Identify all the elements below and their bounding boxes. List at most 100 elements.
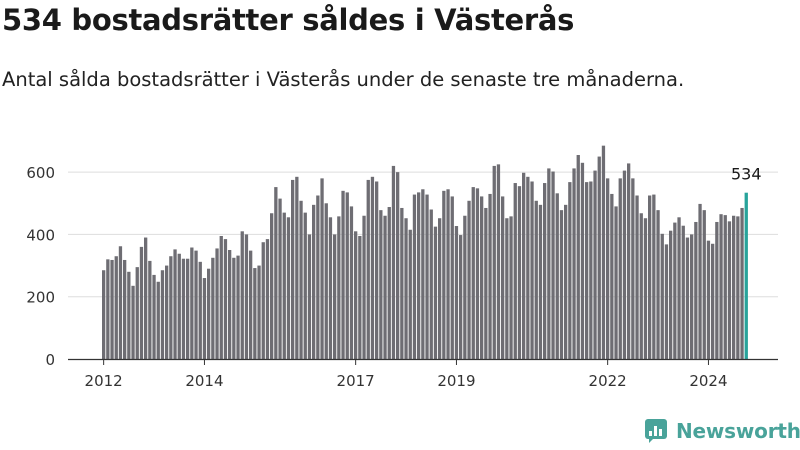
bar xyxy=(740,207,744,359)
bar xyxy=(719,214,723,359)
bar xyxy=(517,186,522,359)
bar xyxy=(274,187,278,359)
bar xyxy=(404,218,408,359)
bar xyxy=(475,188,480,359)
bar xyxy=(484,207,488,359)
bar xyxy=(601,145,606,359)
chart-subtitle: Antal sålda bostadsrätter i Västerås und… xyxy=(2,68,685,91)
bar xyxy=(370,176,375,359)
bar xyxy=(559,210,564,359)
bar xyxy=(660,233,664,359)
bar xyxy=(366,179,370,359)
bar xyxy=(249,250,253,359)
bar xyxy=(555,193,559,359)
bar xyxy=(282,212,286,359)
bar xyxy=(181,258,186,359)
bar xyxy=(412,194,417,359)
bar xyxy=(673,222,677,359)
bar xyxy=(610,193,614,359)
bar xyxy=(681,225,685,359)
bar xyxy=(417,192,421,359)
bar xyxy=(156,281,160,359)
bar xyxy=(198,261,202,359)
bar xyxy=(669,230,673,359)
bar xyxy=(383,215,387,359)
bar xyxy=(110,259,114,359)
y-tick-label: 400 xyxy=(26,226,55,244)
bar xyxy=(215,248,219,359)
bar xyxy=(278,198,282,359)
bar xyxy=(618,178,622,359)
bar xyxy=(253,268,257,359)
bar xyxy=(421,189,425,359)
bar xyxy=(694,221,698,359)
bar xyxy=(152,274,156,359)
bar xyxy=(337,216,341,359)
chart-title: 534 bostadsrätter såldes i Västerås xyxy=(2,3,575,37)
bar xyxy=(240,231,244,359)
bar xyxy=(513,183,517,359)
newsworthy-logo: Newsworthy xyxy=(644,418,800,444)
bar xyxy=(702,210,706,359)
bar xyxy=(131,285,135,359)
bar xyxy=(375,181,379,359)
bar xyxy=(160,270,165,359)
bar xyxy=(295,176,299,359)
bar xyxy=(228,250,232,359)
bar xyxy=(606,178,610,359)
bar xyxy=(425,194,429,359)
bar xyxy=(362,215,366,359)
bar xyxy=(396,172,400,359)
bar xyxy=(446,189,450,359)
bar xyxy=(232,257,236,359)
bar xyxy=(379,210,383,359)
bar xyxy=(429,209,433,359)
bar xyxy=(585,182,589,359)
bar xyxy=(690,234,694,359)
bar xyxy=(492,165,496,359)
bar xyxy=(177,253,181,359)
bar xyxy=(652,194,656,359)
bar xyxy=(677,217,681,359)
bar xyxy=(324,203,328,359)
bar xyxy=(526,176,530,359)
bar xyxy=(467,200,471,359)
bar xyxy=(509,216,513,359)
bar xyxy=(648,195,652,359)
bar xyxy=(580,162,585,359)
bar xyxy=(139,246,144,359)
bar xyxy=(471,187,475,359)
bar xyxy=(127,271,131,359)
bar xyxy=(454,226,459,359)
bar xyxy=(597,156,601,359)
bar xyxy=(614,206,618,359)
bar xyxy=(643,218,648,359)
bar xyxy=(505,218,509,359)
bar xyxy=(261,242,265,359)
bar xyxy=(433,226,438,359)
x-tick-label: 2019 xyxy=(437,372,475,390)
bar xyxy=(522,172,526,359)
bar xyxy=(631,178,635,359)
bar xyxy=(387,207,391,359)
bar xyxy=(501,196,505,359)
bar xyxy=(123,259,127,359)
bar xyxy=(727,221,732,359)
bar xyxy=(194,250,198,359)
bar xyxy=(685,237,690,359)
bar xyxy=(265,239,270,359)
bar xyxy=(223,239,228,359)
bar xyxy=(736,216,740,359)
bar xyxy=(211,257,215,359)
bar xyxy=(635,195,639,359)
bar xyxy=(538,204,543,359)
bar xyxy=(715,221,719,359)
bar xyxy=(345,192,349,359)
bar xyxy=(463,215,467,359)
bar xyxy=(148,260,152,359)
bar xyxy=(316,195,320,359)
x-tick-label: 2024 xyxy=(689,372,727,390)
bar xyxy=(165,265,169,359)
bar xyxy=(102,270,106,359)
bar xyxy=(333,234,337,359)
